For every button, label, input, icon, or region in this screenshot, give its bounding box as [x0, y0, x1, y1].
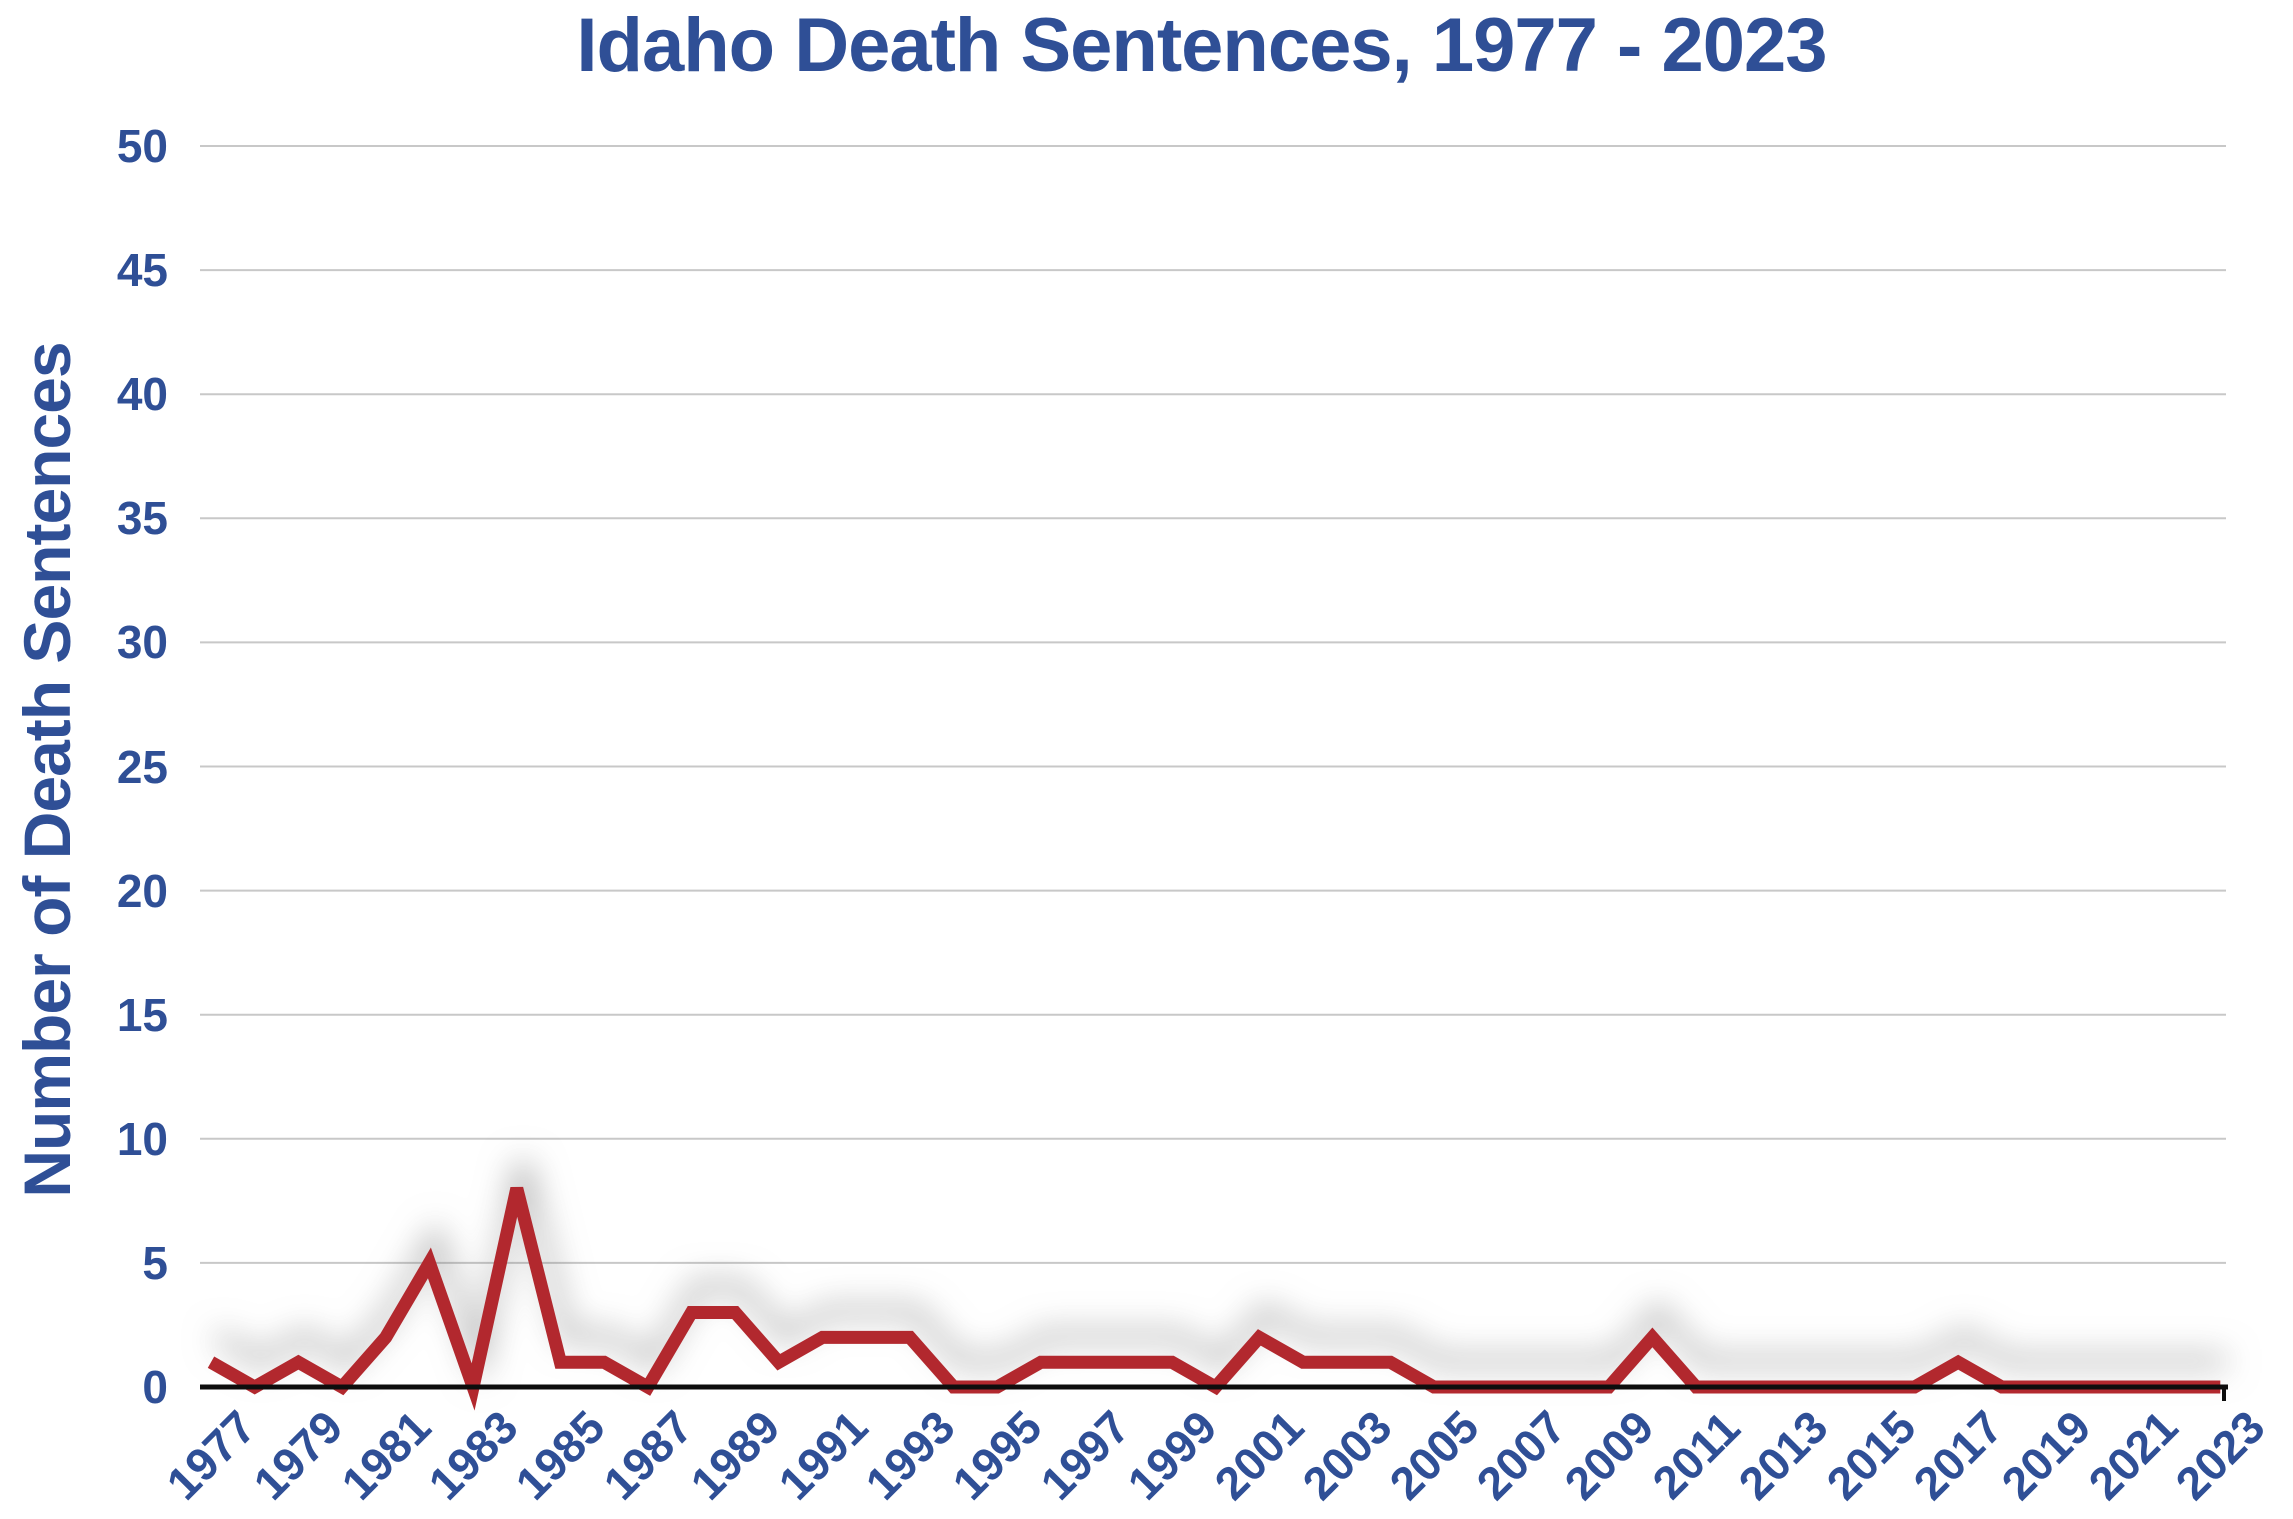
y-tick-label: 25 [116, 740, 168, 793]
y-tick-label: 15 [116, 988, 168, 1041]
y-tick-label: 20 [116, 864, 168, 917]
y-tick-label: 45 [116, 244, 168, 297]
y-tick-label: 10 [116, 1112, 168, 1165]
y-tick-label: 30 [116, 616, 168, 669]
gridlines [200, 145, 2226, 1264]
y-tick-label: 35 [116, 492, 168, 545]
death-sentences-line [207, 1186, 2221, 1411]
y-tick-label: 0 [142, 1361, 168, 1413]
y-tick-label: 50 [116, 120, 168, 172]
y-tick-label: 5 [142, 1236, 168, 1289]
chart-title: Idaho Death Sentences, 1977 - 2023 [576, 3, 1827, 88]
y-tick-label: 40 [116, 368, 168, 421]
